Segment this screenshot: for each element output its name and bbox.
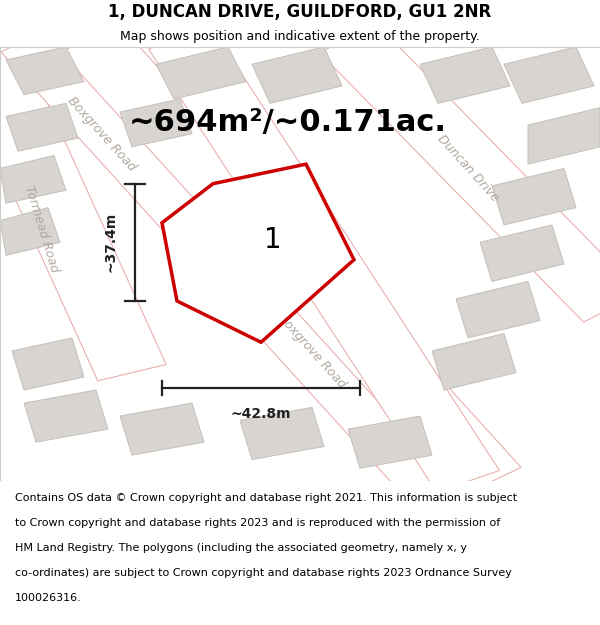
- Polygon shape: [504, 47, 594, 103]
- Text: Duncan Drive: Duncan Drive: [223, 250, 281, 313]
- Polygon shape: [240, 408, 324, 459]
- Polygon shape: [6, 103, 78, 151]
- Polygon shape: [492, 169, 576, 225]
- Polygon shape: [156, 47, 246, 99]
- Polygon shape: [24, 390, 108, 442]
- Text: ~37.4m: ~37.4m: [104, 213, 118, 272]
- Text: Contains OS data © Crown copyright and database right 2021. This information is : Contains OS data © Crown copyright and d…: [15, 492, 517, 502]
- Polygon shape: [61, 24, 521, 495]
- Text: Map shows position and indicative extent of the property.: Map shows position and indicative extent…: [120, 30, 480, 43]
- Text: Duncan Drive: Duncan Drive: [434, 132, 502, 204]
- Text: HM Land Registry. The polygons (including the associated geometry, namely x, y: HM Land Registry. The polygons (includin…: [15, 543, 467, 553]
- Polygon shape: [0, 48, 166, 381]
- Polygon shape: [162, 164, 354, 342]
- Polygon shape: [252, 47, 342, 103]
- Text: 1, DUNCAN DRIVE, GUILDFORD, GU1 2NR: 1, DUNCAN DRIVE, GUILDFORD, GU1 2NR: [109, 2, 491, 21]
- Text: Boxgrove Road: Boxgrove Road: [65, 94, 139, 174]
- Text: 1: 1: [264, 226, 282, 254]
- Text: Boxgrove Road: Boxgrove Road: [275, 311, 349, 391]
- Text: 100026316.: 100026316.: [15, 593, 82, 603]
- Polygon shape: [528, 107, 600, 164]
- Polygon shape: [149, 28, 499, 492]
- Polygon shape: [120, 99, 192, 147]
- Polygon shape: [6, 47, 84, 94]
- Polygon shape: [348, 416, 432, 468]
- Polygon shape: [0, 156, 66, 203]
- Polygon shape: [456, 281, 540, 338]
- Polygon shape: [0, 208, 60, 256]
- Polygon shape: [1, 24, 461, 495]
- Polygon shape: [320, 24, 600, 322]
- Text: ~694m²/~0.171ac.: ~694m²/~0.171ac.: [129, 108, 447, 138]
- Text: Tormead Road: Tormead Road: [23, 184, 61, 274]
- Text: co-ordinates) are subject to Crown copyright and database rights 2023 Ordnance S: co-ordinates) are subject to Crown copyr…: [15, 568, 512, 578]
- Text: ~42.8m: ~42.8m: [231, 408, 291, 421]
- Polygon shape: [432, 334, 516, 390]
- Polygon shape: [12, 338, 84, 390]
- Polygon shape: [420, 47, 510, 103]
- Polygon shape: [120, 403, 204, 455]
- Text: to Crown copyright and database rights 2023 and is reproduced with the permissio: to Crown copyright and database rights 2…: [15, 518, 500, 528]
- Polygon shape: [480, 225, 564, 281]
